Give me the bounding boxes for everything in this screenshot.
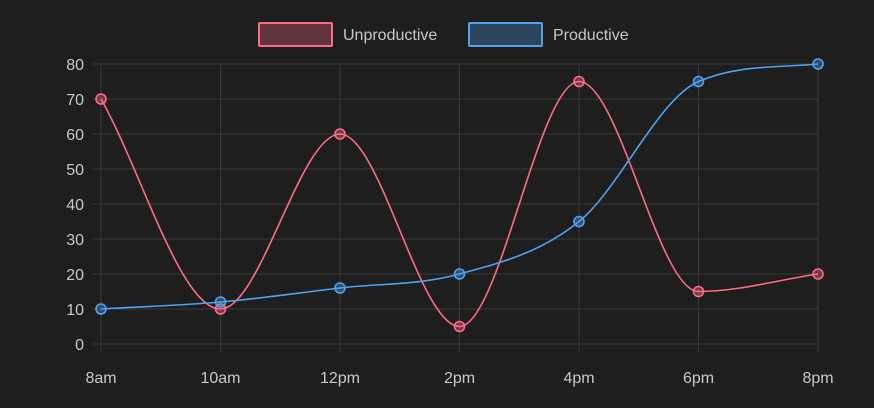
data-point-unproductive[interactable]	[573, 75, 585, 88]
data-point-unproductive[interactable]	[453, 320, 466, 333]
x-tick-label: 2pm	[444, 370, 475, 387]
data-point-unproductive[interactable]	[812, 268, 824, 280]
x-tick-label: 10am	[200, 370, 240, 387]
data-point-productive[interactable]	[334, 282, 346, 294]
series-line-unproductive	[100, 80, 819, 328]
y-tick-label: 10	[66, 302, 84, 319]
y-tick-label: 40	[66, 197, 84, 214]
y-tick-label: 80	[66, 57, 84, 74]
x-tick-label: 4pm	[563, 370, 594, 387]
y-tick-label: 20	[66, 267, 84, 284]
data-point-productive[interactable]	[692, 75, 705, 88]
data-point-productive[interactable]	[573, 215, 585, 228]
data-point-unproductive[interactable]	[692, 285, 705, 298]
series-line-productive	[100, 63, 819, 310]
legend: Unproductive Productive	[258, 22, 629, 47]
grid	[93, 63, 819, 352]
data-point-productive[interactable]	[812, 58, 824, 70]
legend-item-productive[interactable]: Productive	[468, 22, 629, 47]
legend-swatch-unproductive	[258, 22, 333, 47]
data-point-productive[interactable]	[453, 268, 466, 280]
legend-item-unproductive[interactable]: Unproductive	[258, 22, 437, 47]
y-tick-label: 30	[66, 232, 84, 249]
series-unproductive	[95, 75, 824, 333]
y-tick-label: 60	[66, 127, 84, 144]
data-point-unproductive[interactable]	[95, 93, 107, 105]
legend-label-productive: Productive	[553, 27, 629, 44]
x-tick-label: 12pm	[320, 370, 360, 387]
y-tick-label: 50	[66, 162, 84, 179]
data-point-productive[interactable]	[95, 303, 107, 315]
y-tick-label: 70	[66, 92, 84, 109]
x-tick-label: 8pm	[802, 370, 833, 387]
x-tick-label: 6pm	[683, 370, 714, 387]
data-point-productive[interactable]	[214, 296, 227, 308]
series-productive	[95, 58, 824, 315]
x-tick-label: 8am	[85, 370, 116, 387]
axes: 0 10 20 30 40 50 60 70 80 8am 10am 12pm 2pm 4pm 6pm 8pm	[66, 57, 833, 387]
y-tick-label: 0	[75, 337, 84, 354]
series-layer	[95, 58, 824, 333]
data-point-unproductive[interactable]	[334, 128, 346, 140]
legend-swatch-productive	[468, 22, 543, 47]
legend-label-unproductive: Unproductive	[343, 27, 437, 44]
